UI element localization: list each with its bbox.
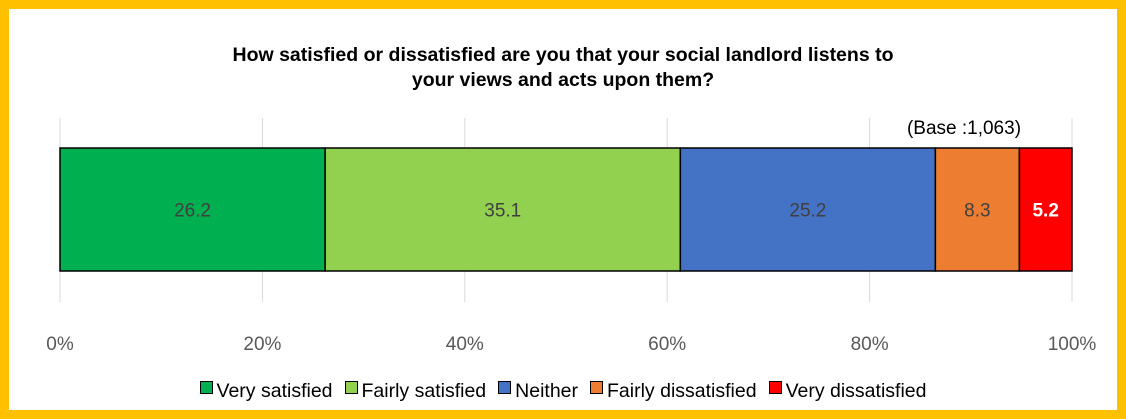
legend-swatch [199,381,213,394]
legend-item: Fairly dissatisfied [590,380,757,403]
legend-swatch [344,381,358,394]
data-label: 26.2 [174,201,211,222]
legend-swatch [768,381,782,394]
x-tick-label: 40% [446,334,484,355]
legend-label: Neither [515,380,579,402]
x-tick-label: 0% [46,334,74,355]
data-labels: 26.2 35.1 25.2 8.3 5.2 [174,201,1059,222]
x-tick-label: 80% [851,334,889,355]
legend-label: Fairly satisfied [361,380,487,402]
legend-swatch [498,381,512,394]
legend-item: Very satisfied [199,380,333,403]
base-annotation: (Base :1,063) [906,118,1022,139]
legend-label: Fairly dissatisfied [607,380,757,402]
chart-legend: Very satisfied Fairly satisfied Neither Fai… [0,380,1126,403]
x-tick-label: 100% [1048,334,1097,355]
bar-segment-fairly-dissatisfied [934,147,1021,272]
data-label: 35.1 [484,201,521,222]
bar-segment-neither [679,147,937,272]
x-tick-label: 60% [648,334,686,355]
data-label: 5.2 [1032,201,1058,222]
legend-label: Very dissatisfied [785,380,927,402]
bar-segment-very-satisfied [59,147,326,272]
legend-item: Neither [498,380,578,403]
x-tick-label: 20% [243,334,281,355]
bar-segments [59,147,1073,272]
legend-item: Fairly satisfied [344,380,487,403]
legend-item: Very dissatisfied [768,380,927,403]
legend-label: Very satisfied [216,380,333,402]
data-label: 8.3 [964,201,990,222]
chart-title: How satisfied or dissatisfied are you th… [232,44,894,91]
legend-swatch [590,381,604,394]
bar-segment-very-dissatisfied [1018,147,1073,272]
bar-segment-fairly-satisfied [324,147,682,272]
data-label: 25.2 [789,201,826,222]
x-axis-tick-labels: 0% 20% 40% 60% 80% 100% [46,334,1096,355]
